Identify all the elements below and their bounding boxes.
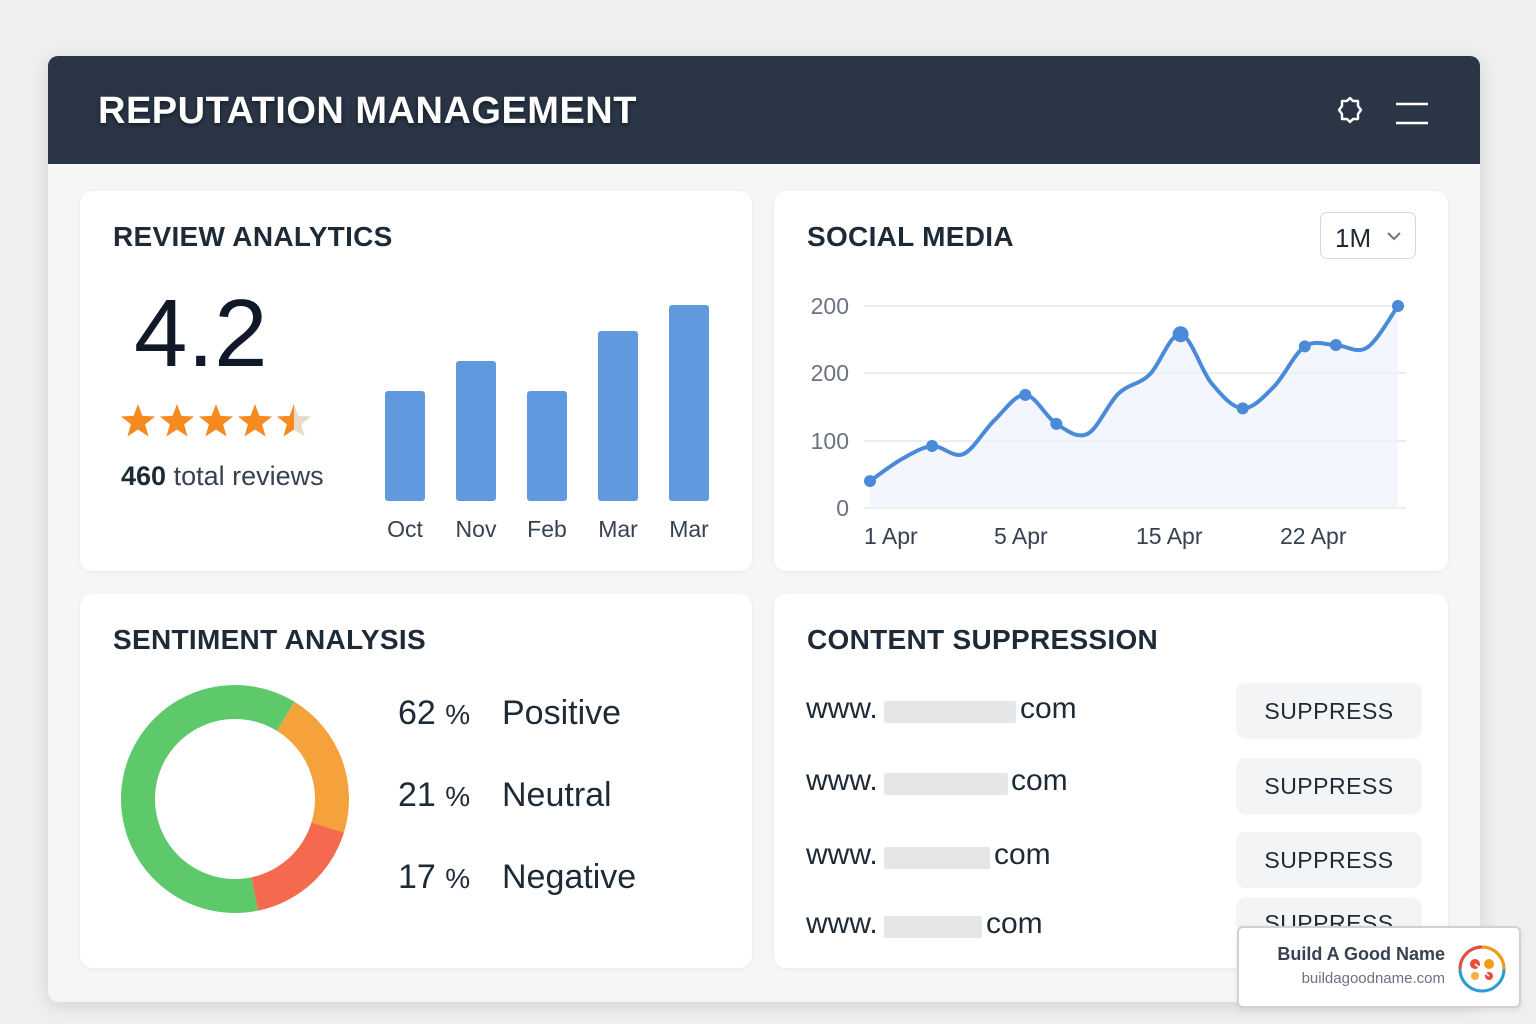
bar-category-label: Mar <box>598 516 638 542</box>
data-point[interactable] <box>1392 300 1404 312</box>
star-icon <box>237 404 273 437</box>
url-prefix: www. <box>806 838 878 871</box>
settings-icon[interactable] <box>1334 94 1366 126</box>
star-rating <box>120 404 312 437</box>
data-point[interactable] <box>1298 340 1311 353</box>
content-suppression-card: CONTENT SUPPRESSION www. com SUPPRESS ww… <box>774 594 1448 968</box>
review-bar[interactable] <box>669 305 709 501</box>
sentiment-donut-chart <box>121 685 349 913</box>
brand-name: Build A Good Name <box>1277 944 1445 964</box>
brand-url: buildagoodname.com <box>1301 970 1445 987</box>
total-reviews-count: 460 <box>121 461 167 491</box>
social-line-chart: 200 200 100 0 1 Apr 5 Apr 15 Apr 22 Apr <box>811 293 1406 549</box>
app-title: REPUTATION MANAGEMENT <box>98 90 637 132</box>
data-point[interactable] <box>1329 339 1342 352</box>
url-prefix: www. <box>806 907 878 940</box>
sentiment-percent-value: 17 <box>398 858 436 896</box>
brand-logo-icon <box>1458 945 1506 993</box>
dashboard-window: REPUTATION MANAGEMENT REVIEW ANALYTICS 4… <box>48 56 1480 1002</box>
data-point[interactable] <box>1050 417 1063 430</box>
data-point[interactable] <box>1172 326 1189 343</box>
sentiment-percent: 21 % <box>398 776 470 815</box>
star-icon <box>159 404 195 437</box>
review-bar-chart: Oct Nov Feb Mar Mar <box>385 305 709 542</box>
url-suffix: com <box>1020 692 1077 725</box>
chevron-down-icon <box>1387 232 1401 241</box>
suppress-button[interactable]: SUPPRESS <box>1236 758 1422 814</box>
percent-unit: % <box>445 863 471 894</box>
star-icon <box>120 404 156 437</box>
review-analytics-title: REVIEW ANALYTICS <box>113 221 393 252</box>
social-media-title: SOCIAL MEDIA <box>807 221 1014 252</box>
brand-badge[interactable]: Build A Good Name buildagoodname.com <box>1237 926 1521 1008</box>
total-reviews-label: total reviews <box>173 461 324 491</box>
redacted-domain <box>884 773 1008 795</box>
y-tick-label: 100 <box>811 428 849 454</box>
x-tick-label: 15 Apr <box>1136 523 1203 549</box>
star-icon <box>276 404 312 437</box>
url-suffix: com <box>994 838 1051 871</box>
redacted-domain <box>884 847 990 869</box>
range-select-value: 1M <box>1335 223 1372 253</box>
redacted-domain <box>884 701 1016 723</box>
star-icon <box>198 404 234 437</box>
donut-segment-neutral[interactable] <box>276 701 349 833</box>
sentiment-percent: 62 % <box>398 694 470 733</box>
bar-category-label: Mar <box>669 516 709 542</box>
data-point[interactable] <box>864 475 876 488</box>
sentiment-card: SENTIMENT ANALYSIS 62 % Positive 21 % Ne… <box>80 594 752 968</box>
percent-unit: % <box>445 699 471 730</box>
line-area-fill <box>870 306 1398 508</box>
donut-segment-negative[interactable] <box>251 822 344 911</box>
sentiment-label: Neutral <box>502 776 612 814</box>
review-bar[interactable] <box>527 391 567 501</box>
sentiment-percent-value: 62 <box>398 694 436 732</box>
average-rating: 4.2 <box>134 280 268 387</box>
suppress-button[interactable]: SUPPRESS <box>1236 832 1422 888</box>
total-reviews: 460 total reviews <box>121 461 324 492</box>
review-analytics-card: REVIEW ANALYTICS 4.2 460 total reviews O… <box>80 191 752 571</box>
x-tick-label: 1 Apr <box>864 523 918 549</box>
redacted-domain <box>884 916 982 938</box>
url-prefix: www. <box>806 692 878 725</box>
url-suffix: com <box>1011 764 1068 797</box>
sentiment-percent: 17 % <box>398 858 470 897</box>
percent-unit: % <box>445 781 471 812</box>
y-tick-label: 200 <box>811 293 849 319</box>
x-tick-label: 5 Apr <box>994 523 1048 549</box>
y-tick-label: 0 <box>836 495 849 521</box>
url-prefix: www. <box>806 764 878 797</box>
review-bar[interactable] <box>385 391 425 501</box>
data-point[interactable] <box>926 440 939 453</box>
sentiment-percent-value: 21 <box>398 776 436 814</box>
menu-icon[interactable] <box>1394 98 1430 130</box>
url-suffix: com <box>986 907 1043 940</box>
data-point[interactable] <box>1019 388 1032 401</box>
range-select[interactable]: 1M <box>1320 212 1416 259</box>
review-bar[interactable] <box>598 331 638 501</box>
bar-category-label: Oct <box>387 516 423 542</box>
y-tick-label: 200 <box>811 360 849 386</box>
sentiment-title: SENTIMENT ANALYSIS <box>113 624 426 655</box>
social-media-card: SOCIAL MEDIA 1M 200 200 100 0 1 Apr 5 Apr 15 A… <box>774 191 1448 571</box>
x-tick-label: 22 Apr <box>1280 523 1347 549</box>
bar-category-label: Feb <box>527 516 567 542</box>
review-bar[interactable] <box>456 361 496 501</box>
app-header: REPUTATION MANAGEMENT <box>48 56 1480 164</box>
bar-category-label: Nov <box>456 516 497 542</box>
content-suppression-title: CONTENT SUPPRESSION <box>807 624 1159 655</box>
data-point[interactable] <box>1236 402 1249 415</box>
donut-segment-positive[interactable] <box>121 685 295 913</box>
sentiment-label: Positive <box>502 694 622 732</box>
sentiment-label: Negative <box>502 858 637 896</box>
suppress-button[interactable]: SUPPRESS <box>1236 683 1422 739</box>
